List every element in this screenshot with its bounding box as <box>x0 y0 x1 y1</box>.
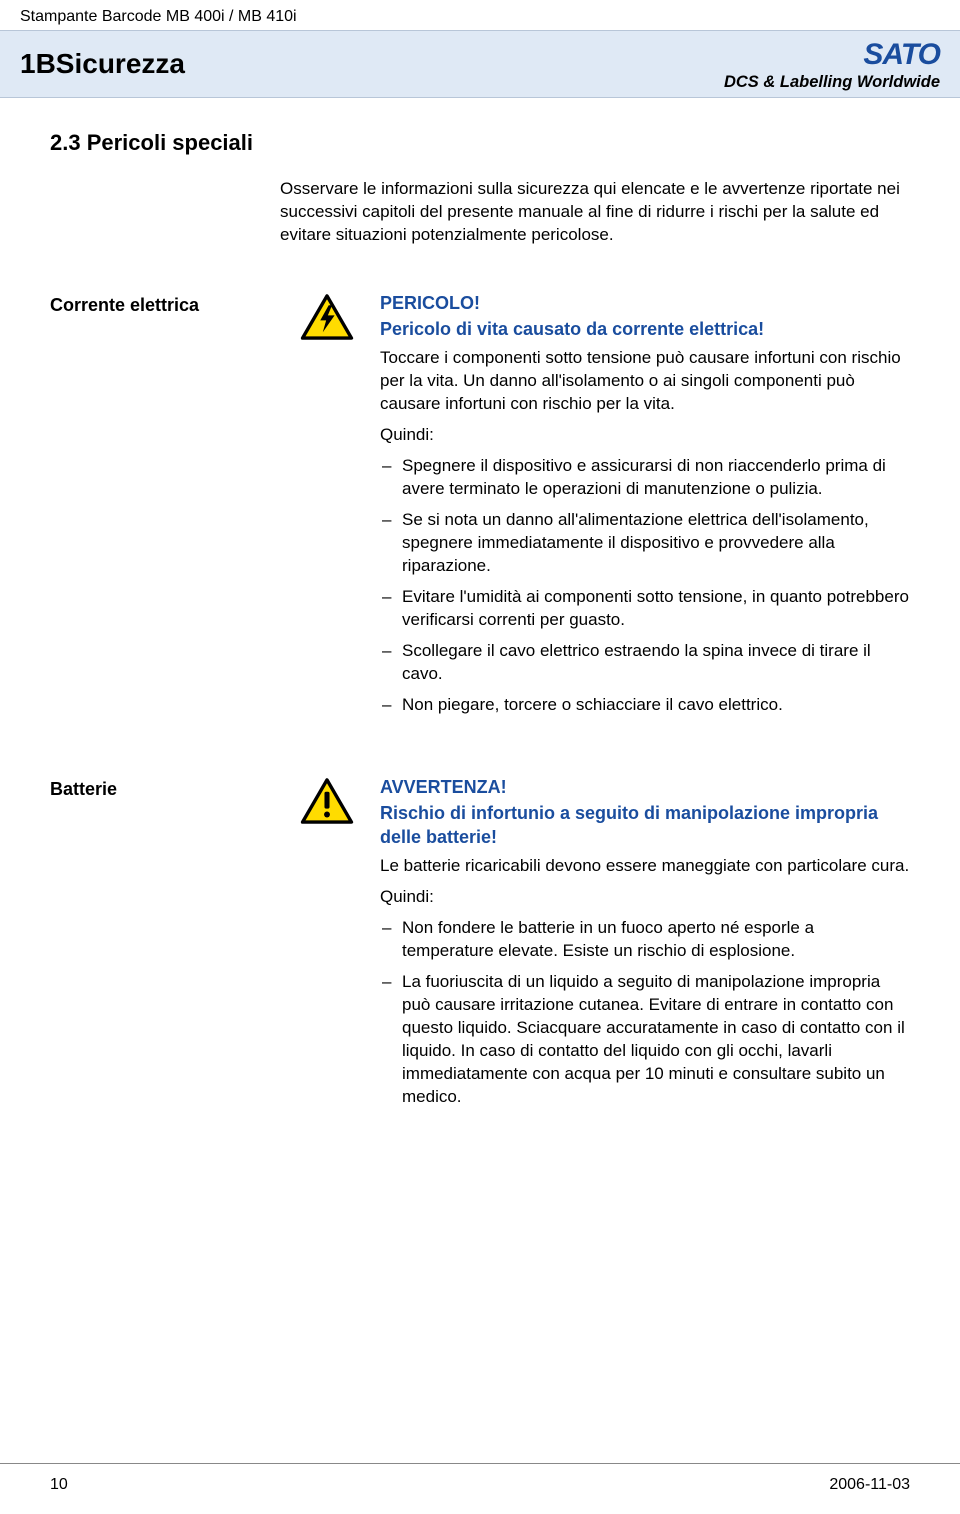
icon-column <box>300 775 360 1117</box>
icon-column <box>300 291 360 725</box>
brand-tagline: DCS & Labelling Worldwide <box>724 71 940 93</box>
list-item: Non piegare, torcere o schiacciare il ca… <box>380 694 910 717</box>
list-item: La fuoriuscita di un liquido a seguito d… <box>380 971 910 1109</box>
hazard-bullet-list: Non fondere le batterie in un fuoco aper… <box>380 917 910 1109</box>
hazard-body: AVVERTENZA! Rischio di infortunio a segu… <box>380 775 910 1117</box>
brand-block: SATO DCS & Labelling Worldwide <box>724 35 940 94</box>
list-item: Se si nota un danno all'alimentazione el… <box>380 509 910 578</box>
list-item: Non fondere le batterie in un fuoco aper… <box>380 917 910 963</box>
hazard-subtitle: Pericolo di vita causato da corrente ele… <box>380 317 910 341</box>
hazard-paragraph: Toccare i componenti sotto tensione può … <box>380 347 910 416</box>
hazard-title: AVVERTENZA! <box>380 775 910 799</box>
list-item: Scollegare il cavo elettrico estraendo l… <box>380 640 910 686</box>
product-line: Stampante Barcode MB 400i / MB 410i <box>0 0 960 30</box>
warning-exclamation-icon <box>300 777 354 825</box>
section-title: 1BSicurezza <box>20 45 185 83</box>
page-content: 2.3 Pericoli speciali Osservare le infor… <box>0 98 960 1116</box>
hazard-subtitle: Rischio di infortunio a seguito di manip… <box>380 801 910 850</box>
hazard-therefore: Quindi: <box>380 886 910 909</box>
hazard-title: PERICOLO! <box>380 291 910 315</box>
page-footer: 10 2006-11-03 <box>0 1463 960 1496</box>
hazard-label: Batterie <box>50 775 280 1117</box>
intro-paragraph: Osservare le informazioni sulla sicurezz… <box>280 178 910 247</box>
brand-logo: SATO <box>724 35 940 76</box>
hazard-bullet-list: Spegnere il dispositivo e assicurarsi di… <box>380 455 910 716</box>
hazard-paragraph: Le batterie ricaricabili devono essere m… <box>380 855 910 878</box>
page-number: 10 <box>50 1474 68 1496</box>
hazard-row-electrical: Corrente elettrica PERICOLO! Pericolo di… <box>50 291 910 725</box>
list-item: Spegnere il dispositivo e assicurarsi di… <box>380 455 910 501</box>
hazard-row-batteries: Batterie AVVERTENZA! Rischio di infortun… <box>50 775 910 1117</box>
section-heading: 2.3 Pericoli speciali <box>50 128 910 158</box>
hazard-label: Corrente elettrica <box>50 291 280 725</box>
page-date: 2006-11-03 <box>829 1474 910 1496</box>
header-banner: 1BSicurezza SATO DCS & Labelling Worldwi… <box>0 30 960 99</box>
high-voltage-icon <box>300 293 354 341</box>
hazard-therefore: Quindi: <box>380 424 910 447</box>
hazard-body: PERICOLO! Pericolo di vita causato da co… <box>380 291 910 725</box>
list-item: Evitare l'umidità ai componenti sotto te… <box>380 586 910 632</box>
